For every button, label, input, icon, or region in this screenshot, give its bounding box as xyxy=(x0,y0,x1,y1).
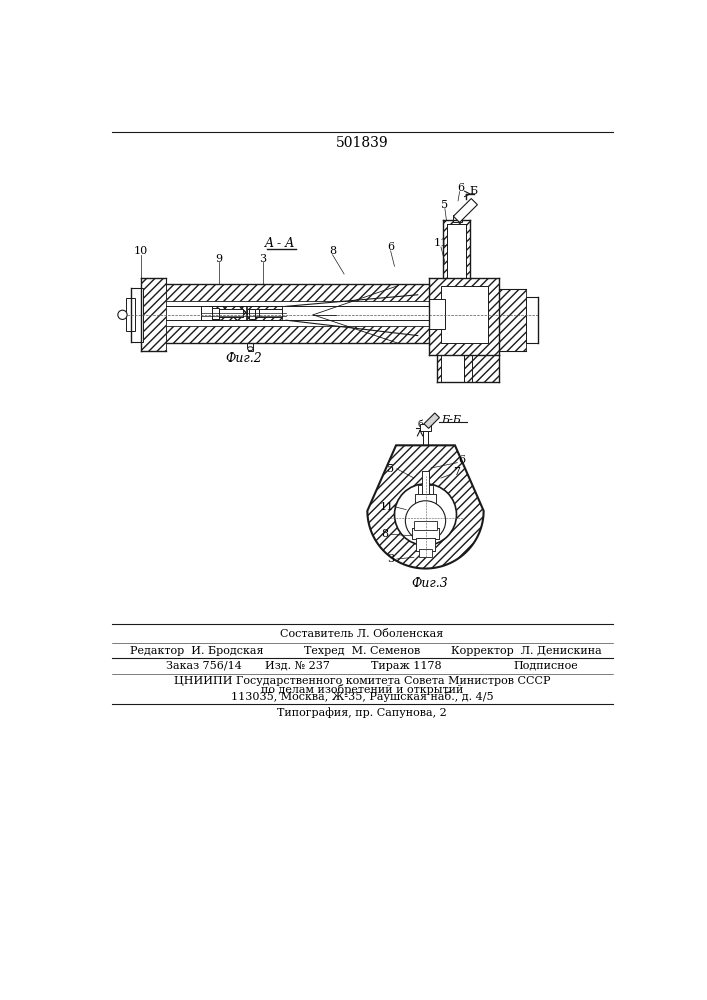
Text: 11: 11 xyxy=(380,502,394,512)
Bar xyxy=(526,297,538,343)
Circle shape xyxy=(395,484,457,545)
Bar xyxy=(411,528,440,539)
Bar xyxy=(418,485,433,494)
Text: Техред  М. Семенов: Техред М. Семенов xyxy=(304,646,420,656)
Text: Б-Б: Б-Б xyxy=(441,415,461,425)
Bar xyxy=(201,306,212,320)
Text: Изд. № 237: Изд. № 237 xyxy=(265,661,330,671)
Bar xyxy=(422,471,428,494)
Text: 8: 8 xyxy=(329,246,336,256)
Ellipse shape xyxy=(247,347,253,351)
Text: 113035, Москва, Ж-35, Раушская наб., д. 4/5: 113035, Москва, Ж-35, Раушская наб., д. … xyxy=(230,691,493,702)
Bar xyxy=(443,220,470,278)
Text: по делам изобретений и открытий: по делам изобретений и открытий xyxy=(261,684,463,695)
Text: 10: 10 xyxy=(134,246,148,256)
Text: 5: 5 xyxy=(441,200,448,210)
Bar xyxy=(419,549,432,557)
Bar xyxy=(212,308,218,319)
Bar xyxy=(247,306,282,320)
Bar xyxy=(247,309,282,317)
Text: Типография, пр. Сапунова, 2: Типография, пр. Сапунова, 2 xyxy=(277,708,447,718)
Text: 11: 11 xyxy=(434,238,448,248)
Bar xyxy=(201,309,243,317)
Text: б: б xyxy=(417,420,423,429)
Text: 501839: 501839 xyxy=(336,136,388,150)
Bar xyxy=(201,306,246,320)
Bar xyxy=(416,538,435,551)
Bar xyxy=(259,309,282,317)
Bar xyxy=(418,485,433,494)
Text: 3: 3 xyxy=(387,554,395,564)
Bar xyxy=(429,278,499,355)
Bar xyxy=(420,424,431,431)
Circle shape xyxy=(405,501,445,541)
Text: Б: Б xyxy=(469,186,478,196)
Text: 8: 8 xyxy=(381,529,388,539)
Text: 7: 7 xyxy=(453,467,460,477)
Text: 6: 6 xyxy=(458,455,465,465)
Text: Фиг.2: Фиг.2 xyxy=(225,352,262,365)
Bar xyxy=(429,299,445,329)
Bar xyxy=(249,309,255,319)
Bar xyxy=(437,355,499,382)
Polygon shape xyxy=(453,199,477,222)
Polygon shape xyxy=(424,413,440,428)
Bar xyxy=(499,289,526,351)
Text: 6: 6 xyxy=(387,242,395,252)
Text: ЦНИИПИ Государственного комитета Совета Министров СССР: ЦНИИПИ Государственного комитета Совета … xyxy=(174,676,550,686)
Bar xyxy=(411,528,440,539)
Bar xyxy=(416,538,435,551)
Bar xyxy=(414,521,437,530)
Bar xyxy=(248,348,252,351)
Bar xyxy=(247,343,253,348)
Text: Корректор  Л. Денискина: Корректор Л. Денискина xyxy=(451,646,602,656)
Bar xyxy=(141,278,166,351)
Bar xyxy=(166,326,429,343)
Bar xyxy=(441,286,488,343)
Bar xyxy=(201,306,246,320)
Polygon shape xyxy=(368,445,484,569)
Bar xyxy=(441,355,464,382)
Text: Фиг.3: Фиг.3 xyxy=(411,577,448,590)
Text: A - A: A - A xyxy=(265,237,296,250)
Text: Тираж 1178: Тираж 1178 xyxy=(370,661,441,671)
Bar xyxy=(131,288,144,342)
Circle shape xyxy=(118,310,127,319)
Text: 9: 9 xyxy=(215,254,222,264)
Bar xyxy=(452,215,462,222)
Text: 5: 5 xyxy=(387,464,395,474)
Bar xyxy=(126,298,135,331)
Bar xyxy=(414,494,436,511)
Text: 3: 3 xyxy=(259,254,267,264)
Text: 6: 6 xyxy=(457,183,464,193)
Bar xyxy=(166,284,429,301)
Text: Подписное: Подписное xyxy=(513,661,578,671)
Text: Заказ 756/14: Заказ 756/14 xyxy=(166,661,242,671)
Bar xyxy=(448,224,466,278)
Text: Редактор  И. Бродская: Редактор И. Бродская xyxy=(130,646,264,656)
Text: Составитель Л. Оболенская: Составитель Л. Оболенская xyxy=(280,629,443,639)
Bar xyxy=(414,494,436,511)
